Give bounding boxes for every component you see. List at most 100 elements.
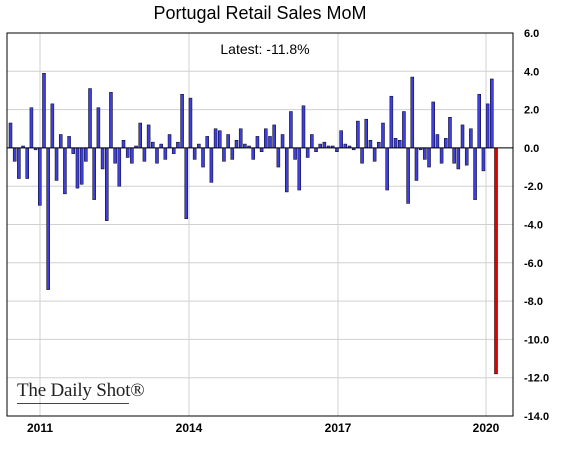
y-tick-label: -4.0	[524, 220, 543, 232]
bar	[50, 103, 55, 149]
bar	[452, 147, 456, 164]
bar	[84, 147, 88, 162]
bar	[473, 147, 477, 200]
bar	[464, 147, 469, 166]
chart-title: Portugal Retail Sales MoM	[153, 3, 367, 23]
bar	[105, 147, 109, 221]
bar	[142, 147, 147, 162]
bar-latest	[494, 147, 498, 375]
y-tick-label: -12.0	[524, 373, 549, 385]
bar	[477, 94, 482, 149]
y-tick-label: -8.0	[524, 296, 543, 308]
bar	[46, 147, 50, 290]
bar	[406, 147, 410, 204]
bar	[79, 147, 84, 185]
bar	[385, 147, 389, 191]
bar	[280, 134, 285, 149]
bar	[180, 94, 184, 149]
bar	[393, 138, 398, 149]
bar	[289, 111, 293, 149]
bar	[410, 76, 415, 149]
bar	[414, 147, 419, 181]
x-tick-label: 2017	[325, 421, 352, 435]
bar	[151, 141, 155, 149]
bar	[356, 120, 360, 149]
bar	[335, 147, 339, 152]
bar	[130, 147, 134, 164]
bar	[423, 147, 427, 160]
bar	[226, 134, 230, 149]
bar	[117, 147, 122, 187]
bar	[238, 128, 243, 149]
bar	[243, 143, 247, 149]
bar	[197, 143, 201, 149]
bar	[293, 147, 297, 160]
bar	[146, 124, 151, 149]
bar	[322, 141, 327, 149]
bar	[276, 147, 281, 168]
bar	[234, 139, 239, 149]
bar	[448, 117, 452, 149]
bar	[427, 147, 431, 168]
bar	[431, 101, 435, 149]
bar	[121, 139, 126, 149]
bar	[364, 118, 369, 149]
bar	[138, 122, 143, 149]
bar	[222, 147, 226, 162]
bar	[251, 147, 256, 160]
plot-frame	[6, 32, 514, 417]
bar	[42, 72, 46, 149]
bar	[272, 124, 276, 149]
x-tick-label: 2014	[176, 421, 203, 435]
bar	[155, 147, 159, 164]
bar	[109, 92, 113, 149]
bar	[25, 147, 29, 179]
y-tick-label: -14.0	[524, 411, 549, 423]
bar	[469, 128, 473, 149]
bar	[284, 147, 289, 193]
bar	[17, 147, 21, 179]
bar	[314, 147, 318, 152]
latest-annotation: Latest: -11.8%	[220, 41, 310, 57]
y-tick-label: -10.0	[524, 334, 549, 346]
bar	[8, 122, 13, 149]
bar	[481, 147, 486, 172]
bar	[75, 147, 80, 189]
bar	[402, 111, 406, 149]
bar	[268, 136, 272, 149]
bar	[58, 134, 63, 149]
bar	[360, 147, 364, 164]
bar	[485, 103, 490, 149]
bar	[368, 139, 373, 149]
y-tick-label: 6.0	[524, 28, 539, 40]
bar	[343, 143, 348, 149]
bar	[54, 147, 59, 181]
y-tick-label: -6.0	[524, 258, 543, 270]
y-tick-label: 0.0	[524, 143, 539, 155]
bar	[318, 143, 322, 149]
bar	[397, 139, 402, 149]
bar	[67, 136, 71, 149]
bar	[456, 147, 461, 170]
bar	[12, 147, 17, 162]
bar	[435, 134, 440, 149]
source-logo-underline	[17, 403, 129, 404]
bar	[176, 141, 180, 149]
bar	[125, 147, 130, 158]
bar	[209, 147, 214, 183]
bar	[38, 147, 42, 206]
bar	[100, 147, 105, 170]
bar	[188, 97, 193, 149]
bar	[490, 78, 494, 149]
source-logo: The Daily Shot®	[17, 380, 145, 401]
x-tick-label: 2011	[27, 421, 53, 435]
bar	[205, 136, 209, 149]
bar	[96, 107, 101, 149]
bar	[63, 147, 67, 195]
bar	[113, 147, 117, 164]
bar	[372, 147, 377, 162]
bar	[92, 147, 96, 200]
bar	[259, 147, 264, 152]
x-tick-label: 2020	[473, 421, 500, 435]
